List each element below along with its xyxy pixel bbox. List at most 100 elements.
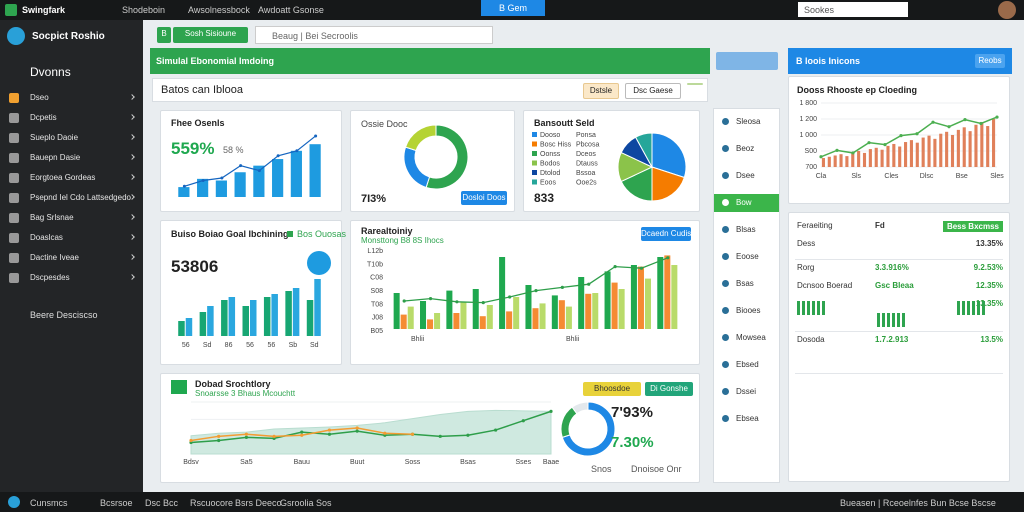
refresh-button[interactable]	[687, 83, 703, 85]
x-tick-label: Bse	[956, 173, 968, 180]
right-header-button[interactable]: Reobs	[975, 54, 1005, 68]
card-title: Dobad Srochtlory	[195, 379, 271, 389]
point	[979, 121, 983, 126]
nav-label: Bow	[736, 198, 752, 207]
table-cell: Dosoda	[797, 335, 825, 344]
chart-value: 53806	[171, 257, 219, 276]
legend-swatch	[532, 170, 537, 175]
nav-label: Biooes	[736, 306, 761, 315]
point	[587, 282, 591, 286]
bar	[506, 311, 513, 329]
side-nav: Sleosa Beoz Dsee Bow Blsas Eoose Bsas Biooes Mow…	[713, 108, 780, 483]
table-cell: Fd	[875, 221, 885, 230]
bar	[986, 126, 990, 167]
menu-item[interactable]: Sueplo Daoie	[30, 133, 79, 142]
nav-label: Sleosa	[736, 117, 761, 126]
bar	[434, 313, 441, 329]
filter-button[interactable]: Dsc Gaese	[625, 83, 681, 99]
avatar[interactable]	[998, 1, 1016, 19]
toolbar-button[interactable]: B	[157, 27, 171, 43]
point	[314, 134, 318, 138]
card-title: Dooss Rhooste ep Cloeding	[797, 85, 918, 95]
nav-item[interactable]	[714, 194, 779, 212]
kpi-delta: 58 %	[223, 145, 244, 155]
point	[931, 120, 935, 124]
bar	[420, 301, 427, 329]
tab[interactable]: Awdoatt Gsonse	[258, 5, 324, 15]
menu-icon	[9, 113, 19, 123]
filter-button[interactable]: Dstsle	[583, 83, 619, 99]
bar	[185, 318, 193, 336]
line	[184, 135, 316, 187]
menu-item[interactable]: Dscpesdes	[30, 273, 70, 282]
point	[257, 169, 261, 173]
menu-item[interactable]: Dactine Iveae	[30, 253, 79, 262]
menu-item[interactable]: Eorgtoea Gordeas	[30, 173, 96, 182]
point	[244, 432, 248, 436]
menu-item[interactable]: Doaslcas	[30, 233, 63, 242]
table-cell: 9.2.53%	[973, 263, 1003, 272]
legend-label: Oonss	[540, 151, 561, 158]
point	[272, 434, 276, 438]
header-button[interactable]	[716, 52, 778, 70]
table-cell: 13.35%	[975, 299, 1003, 308]
legend-label: Bosc Hiss	[540, 142, 572, 149]
bar	[968, 131, 972, 167]
bar	[393, 293, 400, 329]
kpi-card: Fhee Osenls 559% 58 %	[160, 110, 342, 212]
sidebar: Socpict Roshio Dvonns Dseo Dcpetis Sueplo …	[0, 20, 143, 492]
row-divider	[795, 331, 1003, 332]
legend-swatch	[532, 151, 537, 156]
card-title: Buiso Boiao Goal Ibchining	[171, 229, 289, 239]
card-button[interactable]: Di Gonshe	[645, 382, 693, 396]
active-tab[interactable]: B Gem	[481, 0, 545, 16]
bar	[263, 297, 271, 336]
menu-item[interactable]: Bag Srlsnae	[30, 213, 74, 222]
table-cell: Feraeiting	[797, 221, 833, 230]
right-header: B loois Inicons	[788, 48, 1012, 74]
card-subtitle: Monsttong B8 8S Ihocs	[361, 236, 444, 245]
menu-item[interactable]: Psepnd Iel Cdo Lattsedgedo	[30, 193, 131, 202]
menu-item[interactable]: Dcpetis	[30, 113, 57, 122]
point	[383, 431, 387, 435]
point	[466, 433, 470, 437]
point	[915, 132, 919, 136]
tab[interactable]: Shodeboin	[122, 5, 166, 15]
menu-item[interactable]: Bauepn Dasie	[30, 153, 81, 162]
bar	[197, 178, 209, 197]
card-button[interactable]: Bhoosdoe	[583, 382, 641, 396]
card-button[interactable]: Dcaedn Cudiso	[641, 227, 696, 241]
point	[300, 433, 304, 437]
x-tick-label: 56	[246, 342, 254, 349]
nav-label: Dsee	[736, 171, 755, 180]
card-icon	[171, 380, 187, 394]
sidebar-footer[interactable]: Beere Desciscso	[30, 310, 98, 320]
toolbar-search[interactable]: Beaug | Bei Secroolis	[255, 26, 493, 44]
x-tick-label: Sa5	[240, 459, 253, 466]
tab[interactable]: Awsolnessbock	[188, 5, 250, 15]
x-tick-label: Sles	[990, 173, 1004, 180]
x-tick-label: Sd	[203, 342, 212, 349]
menu-icon	[9, 273, 19, 283]
sparkline-bar	[882, 313, 885, 327]
legend-label: Bos Ouosas	[297, 229, 347, 239]
table-cell: 12.35%	[975, 281, 1003, 290]
point	[560, 285, 564, 289]
status-right: Bueasen | Rceoelnfes Bun Bcse Bscse	[840, 498, 996, 508]
gauge-legend: Snos	[591, 464, 612, 474]
search-box[interactable]: Sookes	[798, 2, 908, 17]
card-subtitle: Snoarsse 3 Bhaus Mcouchtt	[195, 389, 296, 398]
bar	[664, 255, 671, 329]
point	[217, 434, 221, 438]
nav-label: Dssei	[736, 387, 757, 396]
sparkline-bar	[822, 301, 825, 315]
line	[190, 410, 552, 444]
table-cell: Gsc Bleaa	[875, 281, 914, 290]
toolbar-tab[interactable]: Sosh Sisioune	[173, 27, 248, 43]
menu-chevron	[129, 114, 135, 120]
card-button[interactable]: Dosloi Doos	[461, 191, 507, 205]
bar	[592, 293, 599, 329]
menu-item[interactable]: Dseo	[30, 93, 49, 102]
bar	[479, 316, 486, 329]
bar	[886, 145, 890, 167]
